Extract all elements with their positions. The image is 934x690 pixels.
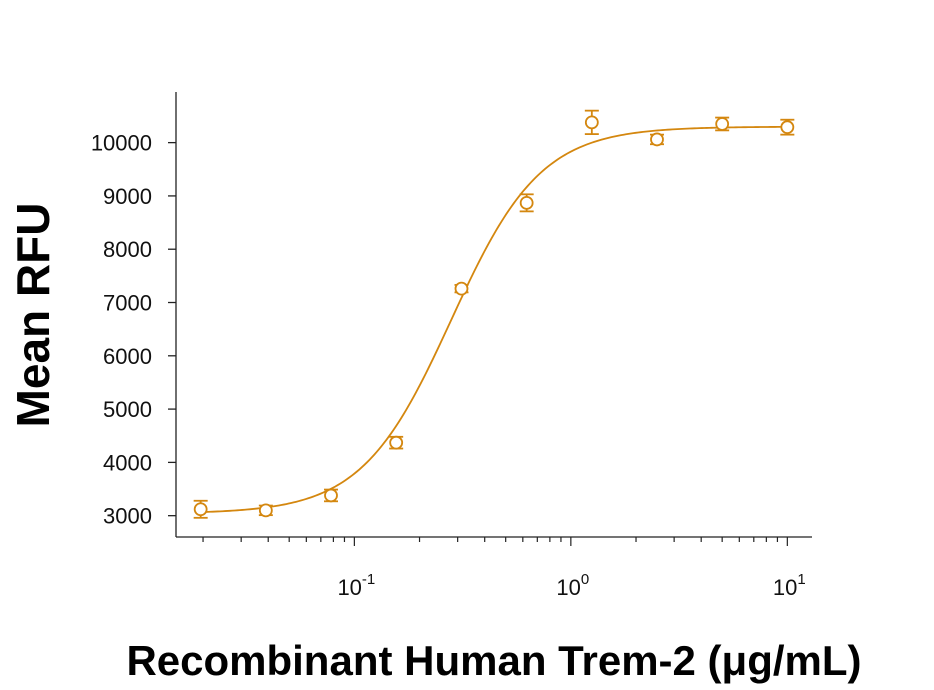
y-axis-ticks: 3000 4000 5000 6000 7000 8000 9000 10000 bbox=[91, 131, 176, 529]
y-tick-label: 10000 bbox=[91, 131, 152, 156]
y-tick-label: 7000 bbox=[103, 291, 152, 316]
y-tick-label: 4000 bbox=[103, 450, 152, 475]
data-marker bbox=[389, 435, 404, 450]
y-tick-label: 5000 bbox=[103, 397, 152, 422]
data-marker bbox=[780, 120, 795, 135]
x-axis-ticks: 10-1 100 101 bbox=[202, 537, 806, 600]
x-tick-label: 101 bbox=[773, 571, 806, 600]
data-marker bbox=[193, 502, 208, 517]
data-point bbox=[454, 281, 469, 296]
data-point bbox=[649, 132, 664, 147]
fit-curve bbox=[200, 125, 788, 514]
x-tick-label: 100 bbox=[556, 571, 589, 600]
data-point bbox=[780, 118, 795, 136]
y-tick-label: 8000 bbox=[103, 237, 152, 262]
data-point bbox=[389, 435, 404, 450]
data-marker bbox=[258, 503, 273, 518]
data-point bbox=[519, 193, 534, 213]
x-tick-label: 10-1 bbox=[337, 571, 375, 600]
data-point bbox=[258, 503, 273, 518]
data-points bbox=[193, 109, 795, 519]
data-point bbox=[324, 488, 339, 503]
y-axis-title: Mean RFU bbox=[7, 203, 59, 428]
y-tick-label: 3000 bbox=[103, 504, 152, 529]
y-tick-label: 9000 bbox=[103, 184, 152, 209]
data-marker bbox=[454, 281, 469, 296]
data-point bbox=[193, 499, 208, 519]
x-axis-title: Recombinant Human Trem-2 (μg/mL) bbox=[126, 637, 861, 684]
data-point bbox=[584, 109, 599, 136]
y-tick-label: 6000 bbox=[103, 344, 152, 369]
data-point bbox=[715, 116, 730, 132]
data-marker bbox=[519, 195, 534, 210]
data-marker bbox=[324, 488, 338, 503]
data-marker bbox=[584, 115, 599, 130]
data-marker bbox=[650, 132, 664, 147]
data-marker bbox=[715, 117, 730, 131]
